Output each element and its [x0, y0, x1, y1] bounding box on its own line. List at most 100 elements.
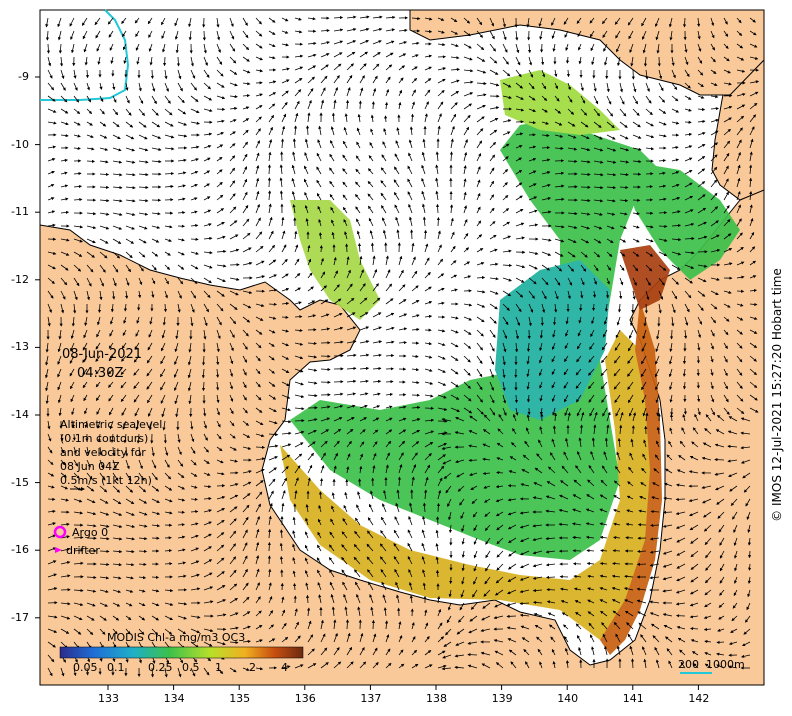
x-tick-label: 136: [294, 692, 316, 705]
velocity-arrow: [385, 380, 394, 384]
velocity-arrow: [82, 30, 88, 40]
velocity-arrow: [216, 119, 225, 123]
colorbar-tick-0: 0.05: [73, 661, 98, 674]
x-tick-label: 142: [688, 692, 710, 705]
velocity-arrow: [489, 118, 499, 123]
colorbar-tick-5: 2: [249, 661, 256, 674]
velocity-arrow: [164, 121, 174, 127]
velocity-arrow: [138, 108, 146, 117]
velocity-arrow: [589, 30, 595, 38]
velocity-arrow: [164, 95, 171, 104]
velocity-arrow: [567, 82, 571, 91]
velocity-arrow: [242, 94, 251, 98]
velocity-arrow: [99, 95, 104, 103]
velocity-arrow: [70, 30, 75, 41]
velocity-arrow: [489, 82, 500, 87]
velocity-arrow: [601, 17, 608, 25]
velocity-arrow: [216, 43, 221, 53]
velocity-arrow: [138, 121, 147, 128]
velocity-arrow: [268, 56, 276, 60]
velocity-arrow: [450, 79, 460, 84]
velocity-arrow: [411, 16, 421, 21]
velocity-arrow: [177, 108, 187, 115]
velocity-arrow: [47, 95, 56, 102]
velocity-arrow: [697, 95, 705, 99]
velocity-arrow: [95, 30, 101, 39]
velocity-arrow: [566, 69, 570, 78]
velocity-arrow: [268, 103, 276, 110]
x-tick-label: 137: [360, 692, 382, 705]
velocity-arrow: [385, 64, 393, 71]
velocity-arrow: [476, 104, 486, 110]
velocity-arrow: [669, 30, 673, 41]
velocity-arrow: [642, 43, 647, 54]
velocity-arrow: [398, 65, 406, 71]
velocity-arrow: [57, 30, 62, 41]
velocity-arrow: [307, 53, 317, 58]
velocity-legend-line-2: (0.1m contours): [60, 432, 149, 445]
velocity-arrow: [242, 30, 249, 39]
velocity-arrow: [580, 108, 588, 116]
velocity-arrow: [552, 43, 556, 52]
velocity-arrow: [463, 17, 471, 24]
x-tick-label: 138: [426, 692, 447, 705]
velocity-arrow: [294, 315, 303, 319]
velocity-arrow: [47, 121, 57, 125]
velocity-arrow: [632, 108, 640, 116]
velocity-arrow: [528, 108, 537, 113]
velocity-arrow: [242, 56, 250, 62]
credit-text: © IMOS 12-Jul-2021 15:27:20 Hobart time: [770, 268, 784, 522]
velocity-arrow: [108, 30, 114, 38]
velocity-arrow: [749, 114, 756, 123]
velocity-arrow: [658, 211, 668, 215]
velocity-arrow: [307, 112, 311, 123]
velocity-arrow: [538, 17, 543, 27]
y-tick-label: -15: [11, 475, 29, 489]
velocity-arrow: [190, 121, 200, 125]
velocity-arrow: [177, 95, 185, 104]
velocity-arrow: [463, 114, 471, 123]
y-tick-label: -12: [11, 272, 29, 286]
velocity-arrow: [424, 54, 433, 58]
velocity-arrow: [255, 30, 263, 37]
velocity-arrow: [164, 108, 173, 116]
velocity-arrow: [346, 15, 357, 19]
velocity-arrow: [671, 56, 675, 67]
velocity-arrow: [190, 108, 200, 114]
x-tick-label: 133: [98, 692, 119, 705]
velocity-arrow: [736, 115, 745, 123]
velocity-arrow: [502, 56, 509, 65]
velocity-arrow: [86, 159, 96, 163]
velocity-arrow: [359, 15, 370, 19]
velocity-arrow: [628, 30, 634, 40]
velocity-arrow: [398, 53, 407, 58]
velocity-arrow: [371, 619, 375, 630]
velocity-arrow: [175, 43, 179, 54]
velocity-arrow: [372, 52, 381, 58]
velocity-arrow: [85, 69, 90, 79]
velocity-arrow: [662, 510, 673, 514]
y-tick-label: -9: [18, 70, 29, 83]
velocity-arrow: [450, 56, 460, 60]
velocity-arrow: [320, 41, 330, 45]
velocity-arrow: [73, 108, 81, 115]
velocity-arrow: [515, 69, 522, 78]
velocity-arrow: [670, 329, 674, 340]
velocity-arrow: [697, 119, 706, 124]
velocity-arrow: [636, 562, 647, 566]
velocity-arrow: [331, 112, 336, 123]
velocity-arrow: [164, 562, 173, 566]
velocity-arrow: [190, 497, 198, 501]
velocity-arrow: [684, 95, 692, 100]
velocity-arrow: [190, 82, 197, 91]
velocity-arrow: [177, 523, 185, 527]
velocity-arrow: [515, 43, 520, 54]
velocity-arrow: [410, 229, 414, 240]
colorbar-tick-6: 4: [281, 661, 288, 674]
land-new-guinea: [409, 9, 765, 96]
velocity-arrow: [150, 69, 154, 79]
velocity-arrow: [255, 17, 262, 25]
velocity-arrow: [602, 30, 608, 38]
velocity-arrow: [358, 100, 362, 110]
velocity-arrow: [229, 82, 238, 87]
